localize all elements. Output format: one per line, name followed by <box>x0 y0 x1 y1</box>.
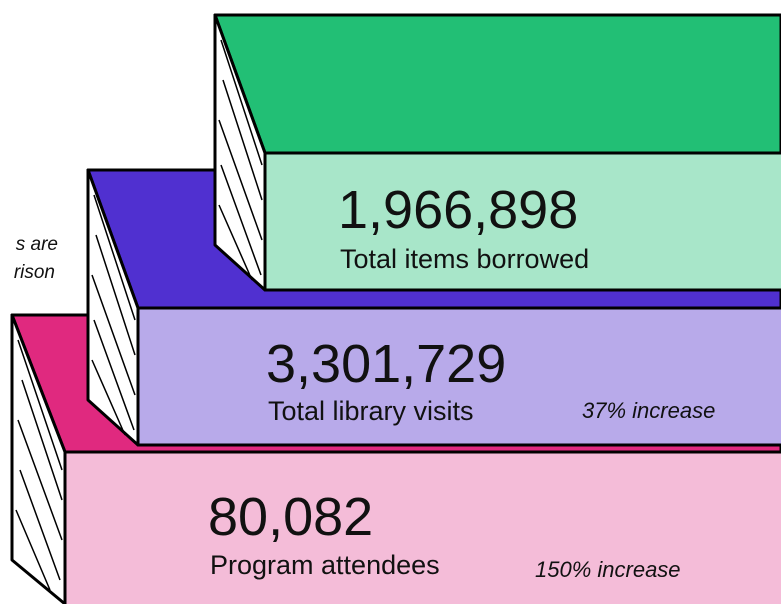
note-fragment: s are <box>16 234 58 255</box>
stat-value: 1,966,898 <box>338 180 578 240</box>
page-lines <box>218 39 263 281</box>
page-lines <box>91 194 136 436</box>
stat-label: Program attendees <box>210 550 440 580</box>
stat-label: Total items borrowed <box>340 244 589 274</box>
stat-value: 80,082 <box>208 487 373 547</box>
book-green <box>213 13 781 292</box>
page-lines <box>15 339 63 591</box>
stat-change: 37% increase <box>582 398 715 423</box>
book-front <box>263 151 781 292</box>
note-fragment: rison <box>14 262 55 283</box>
book-front <box>63 450 781 604</box>
book-front <box>136 306 781 447</box>
book-top <box>213 13 781 155</box>
stat-change: 150% increase <box>535 557 681 582</box>
stat-label: Total library visits <box>268 396 474 426</box>
stat-value: 3,301,729 <box>266 334 506 394</box>
